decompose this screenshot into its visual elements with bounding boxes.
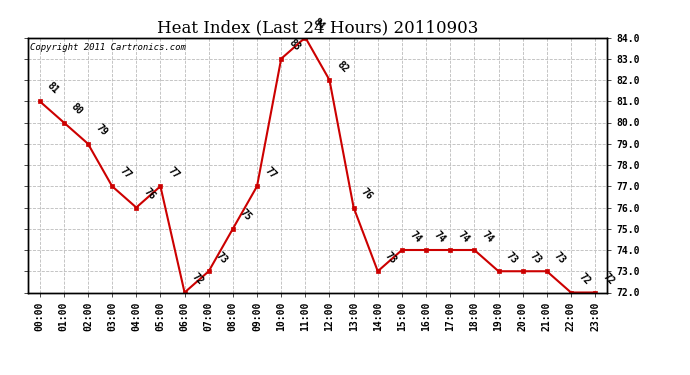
Text: 82: 82 [335,59,351,75]
Text: Copyright 2011 Cartronics.com: Copyright 2011 Cartronics.com [30,43,186,52]
Text: 76: 76 [359,187,375,202]
Text: 72: 72 [190,272,206,287]
Text: 75: 75 [239,208,254,223]
Text: 73: 73 [215,251,230,266]
Text: 84: 84 [311,16,326,32]
Text: 74: 74 [480,229,495,244]
Text: 81: 81 [46,80,61,96]
Text: 73: 73 [529,251,544,266]
Title: Heat Index (Last 24 Hours) 20110903: Heat Index (Last 24 Hours) 20110903 [157,19,478,36]
Text: 77: 77 [263,165,278,181]
Text: 73: 73 [504,251,520,266]
Text: 76: 76 [142,187,157,202]
Text: 83: 83 [287,38,302,53]
Text: 74: 74 [432,229,447,244]
Text: 72: 72 [601,272,616,287]
Text: 73: 73 [384,251,399,266]
Text: 74: 74 [408,229,423,244]
Text: 77: 77 [166,165,181,181]
Text: 77: 77 [118,165,133,181]
Text: 72: 72 [577,272,592,287]
Text: 73: 73 [553,251,568,266]
Text: 74: 74 [456,229,471,244]
Text: 80: 80 [70,102,85,117]
Text: 79: 79 [94,123,109,138]
